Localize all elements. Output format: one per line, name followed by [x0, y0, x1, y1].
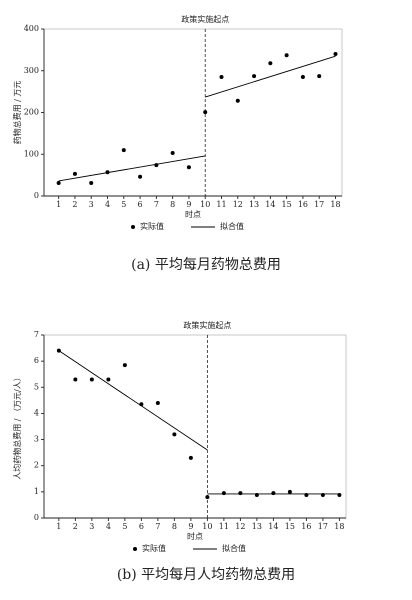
x-tick-label: 10 [202, 522, 212, 531]
data-point [287, 489, 292, 494]
data-point [300, 75, 305, 80]
data-point [138, 174, 143, 179]
x-tick-label: 6 [138, 200, 143, 209]
data-point [238, 491, 243, 496]
x-tick-label: 9 [186, 200, 191, 209]
x-tick-label: 4 [106, 522, 111, 531]
x-tick-label: 5 [121, 200, 126, 209]
x-tick-label: 3 [89, 522, 94, 531]
x-tick-label: 12 [235, 522, 245, 531]
annotation: 政策实施起点 [181, 14, 229, 24]
x-tick-label: 3 [89, 200, 94, 209]
y-tick-label: 2 [34, 461, 39, 470]
data-point [284, 53, 289, 58]
caption: (b) 平均每月人均药物总费用 [117, 567, 295, 583]
y-tick-label: 1 [34, 487, 39, 496]
data-point [186, 165, 191, 170]
x-tick-label: 11 [216, 200, 226, 209]
y-tick-label: 4 [34, 408, 39, 417]
y-tick-label: 0 [34, 513, 39, 522]
x-tick-label: 14 [265, 200, 275, 209]
legend-label: 拟合值 [222, 543, 246, 553]
data-point [268, 61, 273, 66]
x-tick-label: 15 [285, 522, 295, 531]
x-tick-label: 5 [122, 522, 127, 531]
x-tick-label: 17 [314, 200, 324, 209]
x-tick-label: 16 [301, 522, 311, 531]
fit-line [58, 155, 206, 182]
x-tick-label: 1 [56, 522, 61, 531]
plot-frame [43, 28, 343, 197]
data-point [271, 491, 276, 496]
data-point [122, 363, 127, 368]
y-tick-label: 3 [34, 435, 39, 444]
x-axis-label: 时点 [187, 531, 203, 541]
y-tick-label: 7 [34, 330, 39, 339]
data-point [106, 377, 111, 382]
data-point [317, 74, 322, 79]
x-tick-label: 12 [233, 200, 243, 209]
x-tick-label: 16 [298, 200, 308, 209]
data-point [89, 181, 94, 186]
x-tick-label: 10 [200, 200, 210, 209]
x-tick-label: 18 [334, 522, 344, 531]
legend-label: 拟合值 [220, 221, 244, 231]
x-tick-label: 9 [188, 522, 193, 531]
data-point [252, 74, 257, 79]
x-tick-label: 15 [282, 200, 292, 209]
x-tick-label: 13 [252, 522, 262, 531]
data-point [188, 455, 193, 460]
x-tick-label: 8 [170, 200, 175, 209]
y-tick-label: 5 [34, 382, 39, 391]
x-tick-label: 6 [139, 522, 144, 531]
data-point [89, 377, 94, 382]
legend-marker [131, 225, 135, 229]
x-tick-label: 14 [268, 522, 278, 531]
x-tick-label: 17 [318, 522, 328, 531]
y-tick-label: 6 [34, 356, 39, 365]
data-point [121, 148, 126, 153]
x-tick-label: 8 [172, 522, 177, 531]
y-tick-label: 200 [24, 108, 39, 117]
x-tick-label: 18 [330, 200, 340, 209]
x-tick-label: 2 [72, 200, 77, 209]
data-point [170, 150, 175, 155]
data-point [172, 432, 177, 437]
plot-frame [43, 334, 347, 519]
fit-line [205, 55, 336, 98]
x-axis-label: 时点 [185, 209, 201, 219]
y-tick-label: 400 [24, 24, 39, 33]
y-axis-label: 人均药物总费用 / （万元/人） [12, 373, 22, 479]
x-tick-label: 7 [155, 522, 160, 531]
y-tick-label: 300 [24, 66, 39, 75]
legend-label: 实际值 [142, 543, 166, 553]
y-axis-label: 药物总费用 / 万元 [12, 81, 22, 145]
fit-line [58, 350, 208, 451]
data-point [333, 52, 338, 57]
data-point [221, 491, 226, 496]
x-tick-label: 13 [249, 200, 259, 209]
x-tick-label: 1 [56, 200, 61, 209]
legend-marker [133, 547, 137, 551]
x-tick-label: 4 [105, 200, 110, 209]
data-point [235, 98, 240, 103]
annotation: 政策实施起点 [183, 320, 231, 330]
x-tick-label: 2 [73, 522, 78, 531]
data-point [56, 181, 61, 186]
x-tick-label: 11 [219, 522, 229, 531]
data-point [155, 400, 160, 405]
y-tick-label: 100 [24, 149, 39, 158]
data-point [203, 110, 208, 115]
x-tick-label: 7 [154, 200, 159, 209]
legend-label: 实际值 [140, 221, 164, 231]
data-point [72, 171, 77, 176]
y-tick-label: 0 [34, 191, 39, 200]
data-point [73, 377, 78, 382]
data-point [205, 495, 210, 500]
caption: (a) 平均每月药物总费用 [131, 257, 281, 273]
data-point [219, 75, 224, 80]
